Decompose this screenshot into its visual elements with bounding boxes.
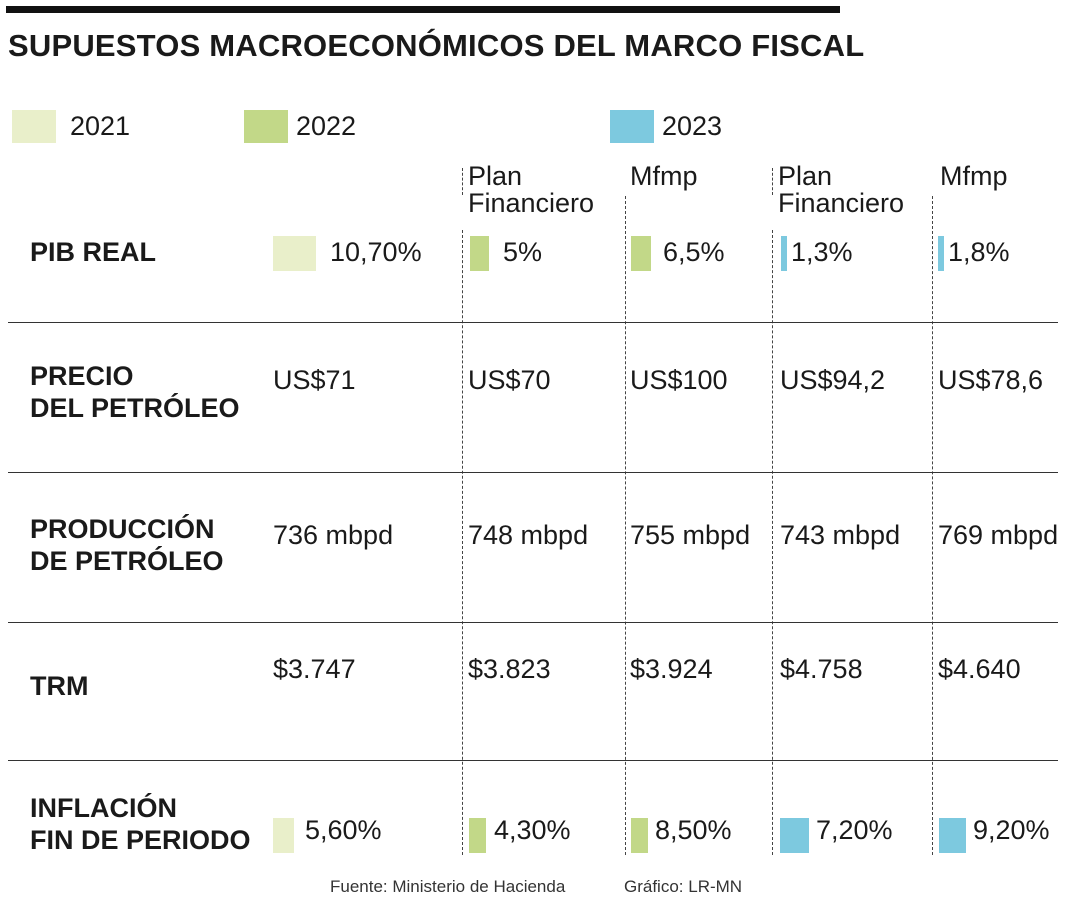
value-inflacion-2022-plan: 4,30% (494, 815, 571, 845)
column-divider (462, 230, 463, 855)
value-precio-2022-mfmp: US$100 (630, 365, 728, 395)
row-label-trm: TRM (30, 671, 89, 701)
value-produccion-2022-plan: 748 mbpd (468, 520, 589, 550)
credit-note: Gráfico: LR-MN (624, 877, 743, 896)
bar-pib-2022-plan (470, 236, 489, 271)
chart-title: SUPUESTOS MACROECONÓMICOS DEL MARCO FISC… (8, 28, 865, 63)
column-divider (772, 168, 773, 195)
row-divider (8, 622, 1058, 623)
value-inflacion-2022-mfmp: 8,50% (655, 815, 732, 845)
value-pib-2023-mfmp: 1,8% (948, 237, 1010, 267)
legend-label-2023: 2023 (662, 111, 723, 141)
value-produccion-2021: 736 mbpd (273, 520, 394, 550)
value-precio-2023-plan: US$94,2 (780, 365, 886, 395)
value-precio-2023-mfmp: US$78,6 (938, 365, 1044, 395)
value-trm-2022-plan: $3.823 (468, 654, 551, 684)
value-inflacion-2023-plan: 7,20% (816, 815, 893, 845)
bar-pib-2021 (273, 236, 316, 271)
row-label-precio-petroleo: PRECIO DEL PETRÓLEO (30, 361, 240, 423)
header-2023-plan-financiero: Plan Financiero (778, 161, 905, 218)
value-trm-2023-plan: $4.758 (780, 654, 863, 684)
column-divider (462, 168, 463, 195)
value-precio-2021: US$71 (273, 365, 356, 395)
column-divider (625, 196, 626, 855)
header-2022-mfmp: Mfmp (630, 161, 698, 191)
bar-inflacion-2021 (273, 818, 294, 853)
bar-inflacion-2023-mfmp (939, 818, 966, 853)
row-divider (8, 472, 1058, 473)
row-divider (8, 760, 1058, 761)
row-label-inflacion: INFLACIÓN FIN DE PERIODO (30, 793, 251, 855)
legend-label-2021: 2021 (70, 111, 131, 141)
value-trm-2022-mfmp: $3.924 (630, 654, 713, 684)
value-inflacion-2021: 5,60% (305, 815, 382, 845)
bar-pib-2023-mfmp (938, 236, 944, 271)
row-divider (8, 322, 1058, 323)
header-2022-plan-financiero: Plan Financiero (468, 161, 595, 218)
value-pib-2022-mfmp: 6,5% (663, 237, 725, 267)
column-divider (772, 230, 773, 855)
legend-swatch-2022 (244, 110, 288, 143)
value-pib-2022-plan: 5% (503, 237, 543, 267)
value-precio-2022-plan: US$70 (468, 365, 551, 395)
legend-swatch-2021 (12, 110, 56, 143)
top-rule (6, 6, 840, 13)
value-inflacion-2023-mfmp: 9,20% (973, 815, 1050, 845)
value-produccion-2023-plan: 743 mbpd (780, 520, 901, 550)
row-label-produccion-petroleo: PRODUCCIÓN DE PETRÓLEO (30, 514, 224, 576)
value-pib-2021: 10,70% (330, 237, 422, 267)
bar-inflacion-2022-plan (469, 818, 486, 853)
column-divider (932, 196, 933, 855)
bar-pib-2022-mfmp (631, 236, 651, 271)
value-produccion-2022-mfmp: 755 mbpd (630, 520, 751, 550)
value-pib-2023-plan: 1,3% (791, 237, 853, 267)
bar-inflacion-2023-plan (780, 818, 809, 853)
value-produccion-2023-mfmp: 769 mbpd (938, 520, 1059, 550)
value-trm-2021: $3.747 (273, 654, 356, 684)
legend-swatch-2023 (610, 110, 654, 143)
value-trm-2023-mfmp: $4.640 (938, 654, 1021, 684)
legend-label-2022: 2022 (296, 111, 357, 141)
row-label-pib-real: PIB REAL (30, 237, 157, 267)
bar-pib-2023-plan (781, 236, 787, 271)
header-2023-mfmp: Mfmp (940, 161, 1008, 191)
source-note: Fuente: Ministerio de Hacienda (330, 877, 566, 896)
bar-inflacion-2022-mfmp (631, 818, 648, 853)
